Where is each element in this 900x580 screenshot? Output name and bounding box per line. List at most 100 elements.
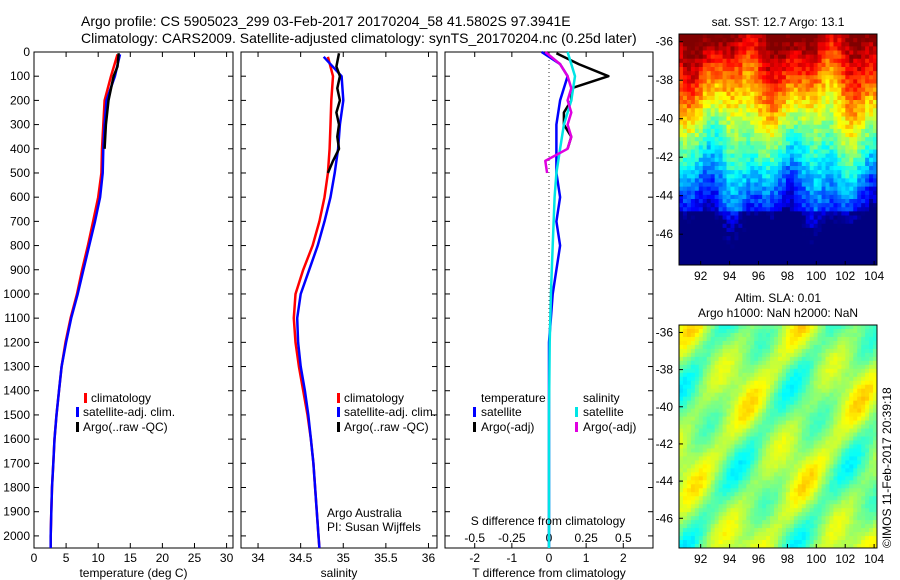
legend-label-argo: Argo(..raw -QC) (83, 420, 168, 434)
heatmap-cells (679, 34, 878, 266)
legend-swatch-climatology (84, 393, 87, 403)
y-tick-label: 200 (10, 93, 30, 107)
x-tick-label: 94 (723, 552, 737, 566)
sla-map-title-2: Argo h1000: NaN h2000: NaN (698, 306, 858, 320)
y-tick-label: 0 (23, 45, 30, 59)
temperature-panel: 0 5 10 15 20 25 300100200300400500600700800900… (3, 45, 233, 580)
y-tick-label: 100 (10, 69, 30, 83)
y-tick-label: 600 (10, 190, 30, 204)
x-tick-label: 5 (63, 551, 70, 565)
x-tick-label: 20 (156, 551, 170, 565)
x-tick-label: 1 (583, 551, 590, 565)
map-frame (678, 324, 878, 549)
sst-map-title: sat. SST: 12.7 Argo: 13.1 (712, 15, 845, 29)
x-tick-label: 98 (781, 552, 795, 566)
x-tick-label: 104 (864, 552, 884, 566)
legend-swatch-satellite (337, 407, 340, 417)
x-tick-label: 100 (806, 269, 826, 283)
legend-head-salinity: salinity (583, 391, 620, 405)
legend-label-t-argo: Argo(-adj) (481, 420, 534, 434)
header-line-1: Argo profile: CS 5905023_299 03-Feb-2017… (81, 13, 571, 29)
legend-label-argo: Argo(..raw -QC) (344, 420, 429, 434)
salinity-panel: 34 34.5 35 35.5 36 salinity (240, 51, 438, 580)
legend-label-climatology: climatology (91, 391, 151, 405)
plot-frame (240, 51, 438, 549)
header-line-2: Climatology: CARS2009. Satellite-adjuste… (81, 30, 637, 46)
y-tick-label: -40 (656, 112, 674, 126)
legend-label-t-satellite: satellite (481, 405, 522, 419)
y-tick-label: 1000 (3, 287, 30, 301)
y-tick-label: 1200 (3, 335, 30, 349)
legend-swatch-argo (337, 422, 340, 432)
y-tick-label: 1700 (3, 456, 30, 470)
y-tick-label: -46 (656, 227, 674, 241)
x-tick-label: 10 (92, 551, 106, 565)
y-tick-label: -38 (656, 73, 674, 87)
y-tick-label: -38 (656, 363, 674, 377)
salinity-legend: climatology satellite-adj. clim. Argo(..… (327, 391, 436, 534)
legend-swatch-s-satellite (575, 407, 578, 417)
secondary-x-tick-label: -0.25 (498, 531, 526, 545)
difference-legend: temperature salinity satellite Argo(-adj… (473, 391, 636, 434)
x-tick-label: 102 (835, 552, 855, 566)
plot-frame (33, 51, 234, 549)
x-axis-label: temperature (deg C) (79, 566, 187, 580)
y-tick-label: 700 (10, 214, 30, 228)
legend-swatch-climatology (337, 393, 340, 403)
secondary-x-tick-label: 0.5 (615, 531, 632, 545)
x-tick-label: -2 (469, 551, 480, 565)
y-tick-label: 1900 (3, 505, 30, 519)
y-tick-label: -36 (656, 35, 674, 49)
sst-map: 92 94 96 98 100 102 104 -36 -38 -40 -42 -44 -46 (656, 33, 884, 283)
y-tick-label: 1100 (4, 311, 30, 325)
legend-swatch-t-satellite (473, 407, 476, 417)
heatmap-cells (679, 325, 878, 549)
x-tick-label: 98 (781, 269, 795, 283)
y-tick-label: 1400 (3, 384, 30, 398)
imos-watermark: ©IMOS 11-Feb-2017 20:39:18 (880, 387, 894, 548)
x-tick-label: 2 (620, 551, 627, 565)
legend-label-s-satellite: satellite (583, 405, 624, 419)
x-tick-label: 15 (124, 551, 138, 565)
series-line-1 (49, 54, 122, 548)
series-line-2 (103, 53, 120, 149)
y-tick-label: 1600 (3, 432, 30, 446)
y-tick-label: -44 (656, 474, 674, 488)
y-tick-label: 1800 (3, 481, 30, 495)
y-tick-label: 400 (10, 142, 30, 156)
series-line-1 (555, 52, 610, 150)
legend-label-satellite: satellite-adj. clim. (83, 405, 175, 419)
x-tick-label: 102 (835, 269, 855, 283)
x-tick-label: 34 (251, 551, 265, 565)
y-tick-label: -42 (656, 437, 674, 451)
legend-swatch-s-argo (575, 422, 578, 432)
series-line-3 (544, 51, 573, 174)
legend-swatch-argo (76, 422, 79, 432)
series-line-0 (49, 54, 119, 548)
x-axis-label: salinity (321, 566, 358, 580)
y-tick-label: 1500 (3, 408, 30, 422)
y-tick-label: -36 (656, 325, 674, 339)
x-tick-label: 104 (864, 269, 884, 283)
x-tick-label: 92 (694, 552, 708, 566)
y-tick-label: 800 (10, 239, 30, 253)
y-tick-label: -40 (656, 400, 674, 414)
x-tick-label: 36 (422, 551, 436, 565)
legend-swatch-t-argo (473, 422, 476, 432)
y-tick-label: 1300 (3, 360, 30, 374)
sla-map: 92 94 96 98 100 102 104 -36 -38 -40 -42 -44 -46 (656, 324, 884, 566)
x-tick-label: 0 (546, 551, 553, 565)
x-tick-label: 35.5 (374, 551, 398, 565)
y-tick-label: -42 (656, 150, 674, 164)
x-tick-label: 94 (723, 269, 737, 283)
credit-pi: PI: Susan Wijffels (327, 520, 421, 534)
x-tick-label: 25 (188, 551, 202, 565)
difference-panel: -2 -1 0 1 2-0.5 -0.25 0 0.25 0.5T difference fro… (444, 50, 654, 580)
x-tick-label: 35 (337, 551, 351, 565)
y-tick-label: 900 (10, 263, 30, 277)
map-frame (678, 33, 878, 266)
sla-map-title-1: Altim. SLA: 0.01 (735, 291, 821, 305)
x-tick-label: 96 (752, 269, 766, 283)
series-line-2 (326, 52, 342, 174)
legend-head-temperature: temperature (481, 391, 546, 405)
